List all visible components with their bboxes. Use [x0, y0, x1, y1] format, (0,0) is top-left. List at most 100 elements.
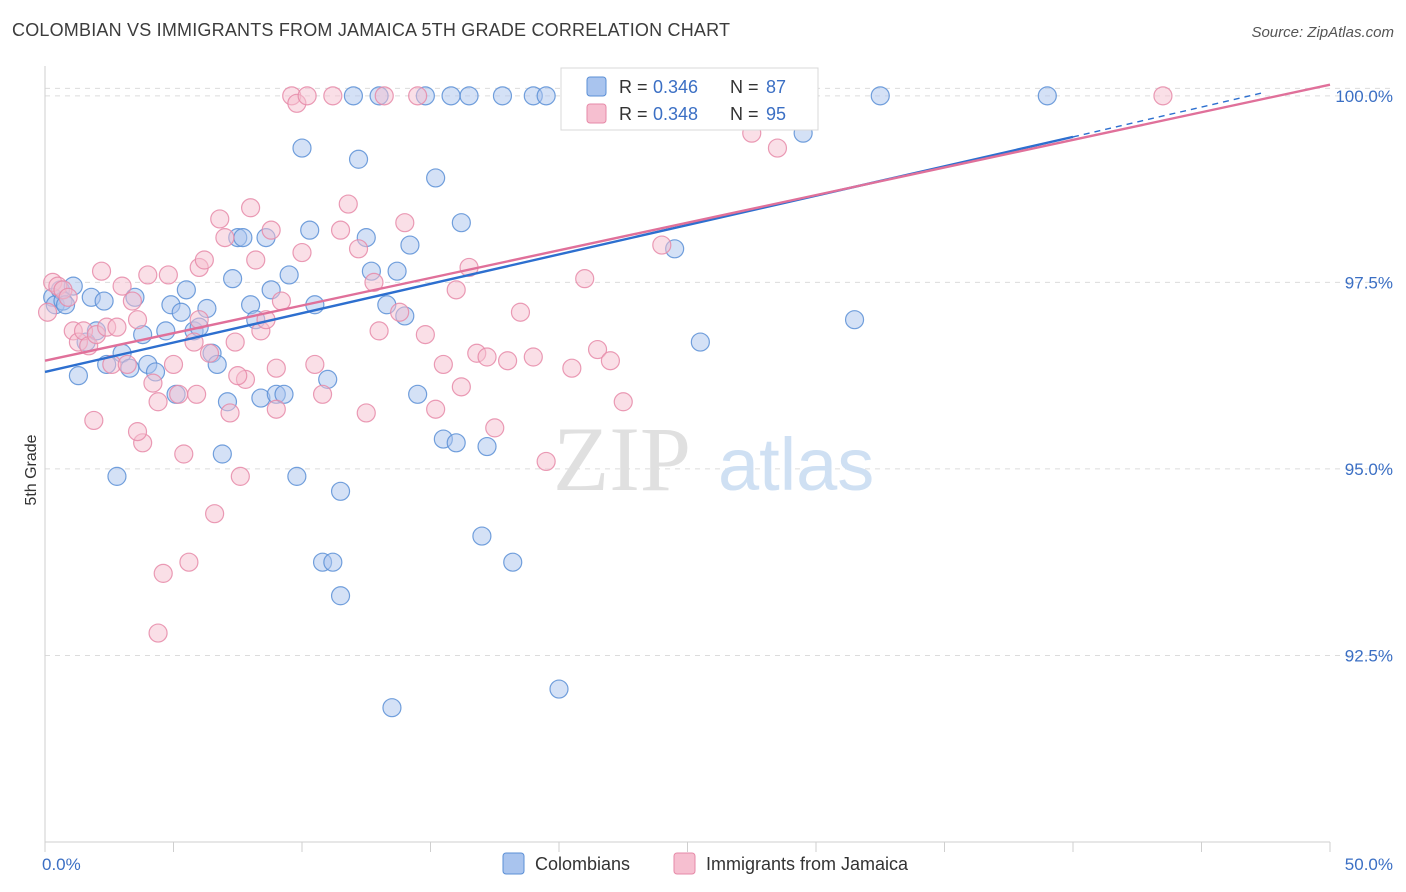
colombian-point: [549, 679, 569, 699]
jamaica-point: [158, 265, 178, 285]
jamaica-point: [767, 138, 788, 158]
legend-r-label-1: R =: [619, 77, 648, 97]
jamaica-point: [138, 265, 158, 285]
jamaica-point: [433, 354, 453, 375]
jamaica-point: [323, 86, 343, 106]
jamaica-point: [37, 302, 58, 322]
jamaica-point: [510, 302, 531, 322]
axes: [44, 66, 1331, 852]
jamaica-point: [163, 354, 184, 375]
jamaica-point: [338, 194, 358, 214]
colombian-point: [536, 86, 556, 106]
colombian-point: [287, 466, 307, 486]
jamaica-point: [312, 384, 333, 404]
jamaica-point: [210, 209, 230, 229]
chart-title: COLOMBIAN VS IMMIGRANTS FROM JAMAICA 5TH…: [12, 20, 731, 40]
jamaica-point: [408, 86, 428, 106]
legend-r-value-2: 0.348: [653, 104, 698, 124]
legend-n-label-2: N =: [730, 104, 759, 124]
watermark-zip: ZIP: [553, 408, 691, 510]
colombian-point: [408, 384, 428, 404]
points: [37, 86, 1173, 718]
colombian-point: [292, 138, 312, 158]
jamaica-point: [153, 563, 173, 583]
legend-n-value-2: 95: [766, 104, 786, 124]
jamaica-point: [536, 451, 556, 472]
jamaica-point: [369, 321, 389, 341]
jamaica-point: [174, 444, 194, 464]
jamaica-point: [613, 392, 633, 412]
trend-lines: [44, 83, 1331, 374]
colombian-point: [223, 269, 243, 289]
jamaica-point: [374, 86, 394, 106]
jamaica-point: [562, 358, 582, 378]
jamaica-point: [117, 354, 137, 375]
y-tick-label: 97.5%: [1345, 273, 1393, 292]
legend-swatch-pink: [586, 103, 607, 124]
colombian-point: [274, 384, 294, 404]
jamaica-point: [107, 317, 127, 337]
jamaica-point: [220, 403, 240, 423]
x-tick-label-min: 0.0%: [42, 855, 81, 874]
y-tick-label: 100.0%: [1335, 87, 1393, 106]
x-tick-label-max: 50.0%: [1345, 855, 1393, 874]
colombian-point: [451, 213, 471, 233]
y-axis-label: 5th Grade: [23, 434, 40, 505]
jamaica-point: [364, 272, 384, 292]
jamaica-point: [58, 287, 78, 307]
colombian-point: [94, 291, 114, 311]
jamaica-point: [498, 351, 518, 371]
colombian-point: [492, 86, 513, 106]
colombian-point: [330, 481, 351, 501]
legend: R = 0.346 N = 87 R = 0.348 N = 95: [560, 67, 819, 131]
jamaica-point: [266, 358, 286, 378]
jamaica-point: [523, 347, 543, 367]
jamaica-point: [112, 276, 132, 296]
colombian-point: [233, 228, 253, 248]
jamaica-point: [122, 291, 142, 311]
colombian-point: [870, 86, 890, 106]
legend-r-value-1: 0.346: [653, 77, 698, 97]
colombian-point: [330, 586, 351, 606]
jamaica-point: [415, 325, 435, 345]
colombian-point: [446, 433, 466, 453]
jamaica-point: [477, 347, 497, 367]
jamaica-point: [261, 220, 281, 240]
colombian-point: [844, 310, 865, 330]
jamaica-trend-line: [44, 83, 1331, 362]
colombian-point: [300, 220, 320, 240]
jamaica-point: [1153, 86, 1173, 106]
y-tick-label: 95.0%: [1345, 460, 1393, 479]
jamaica-point: [143, 373, 163, 393]
colombian-point: [400, 235, 420, 255]
jamaica-point: [246, 250, 266, 270]
colombian-point: [212, 444, 232, 464]
jamaica-point: [230, 466, 250, 486]
bottom-legend: Colombians Immigrants from Jamaica: [502, 852, 909, 875]
jamaica-point: [215, 228, 235, 248]
jamaica-point: [652, 235, 672, 255]
bottom-legend-colombians: Colombians: [535, 854, 630, 874]
colombian-point: [279, 265, 299, 285]
jamaica-point: [600, 351, 621, 371]
jamaica-point: [84, 410, 104, 431]
jamaica-point: [587, 339, 608, 360]
jamaica-point: [271, 291, 292, 311]
colombian-point: [387, 261, 407, 281]
source-credit: Source: ZipAtlas.com: [1251, 24, 1394, 41]
jamaica-point: [330, 220, 351, 240]
y-tick-label: 92.5%: [1345, 646, 1393, 665]
jamaica-point: [266, 399, 286, 419]
jamaica-point: [228, 366, 248, 386]
jamaica-point: [297, 86, 317, 106]
colombian-point: [323, 552, 343, 572]
colombian-point: [503, 552, 523, 572]
colombian-point: [472, 526, 492, 546]
jamaica-point: [179, 552, 199, 572]
colombian-point: [477, 436, 497, 457]
jamaica-point: [91, 261, 112, 281]
jamaica-point: [225, 332, 245, 352]
legend-n-label-1: N =: [730, 77, 759, 97]
jamaica-point: [356, 403, 376, 423]
colombian-point: [441, 86, 461, 106]
